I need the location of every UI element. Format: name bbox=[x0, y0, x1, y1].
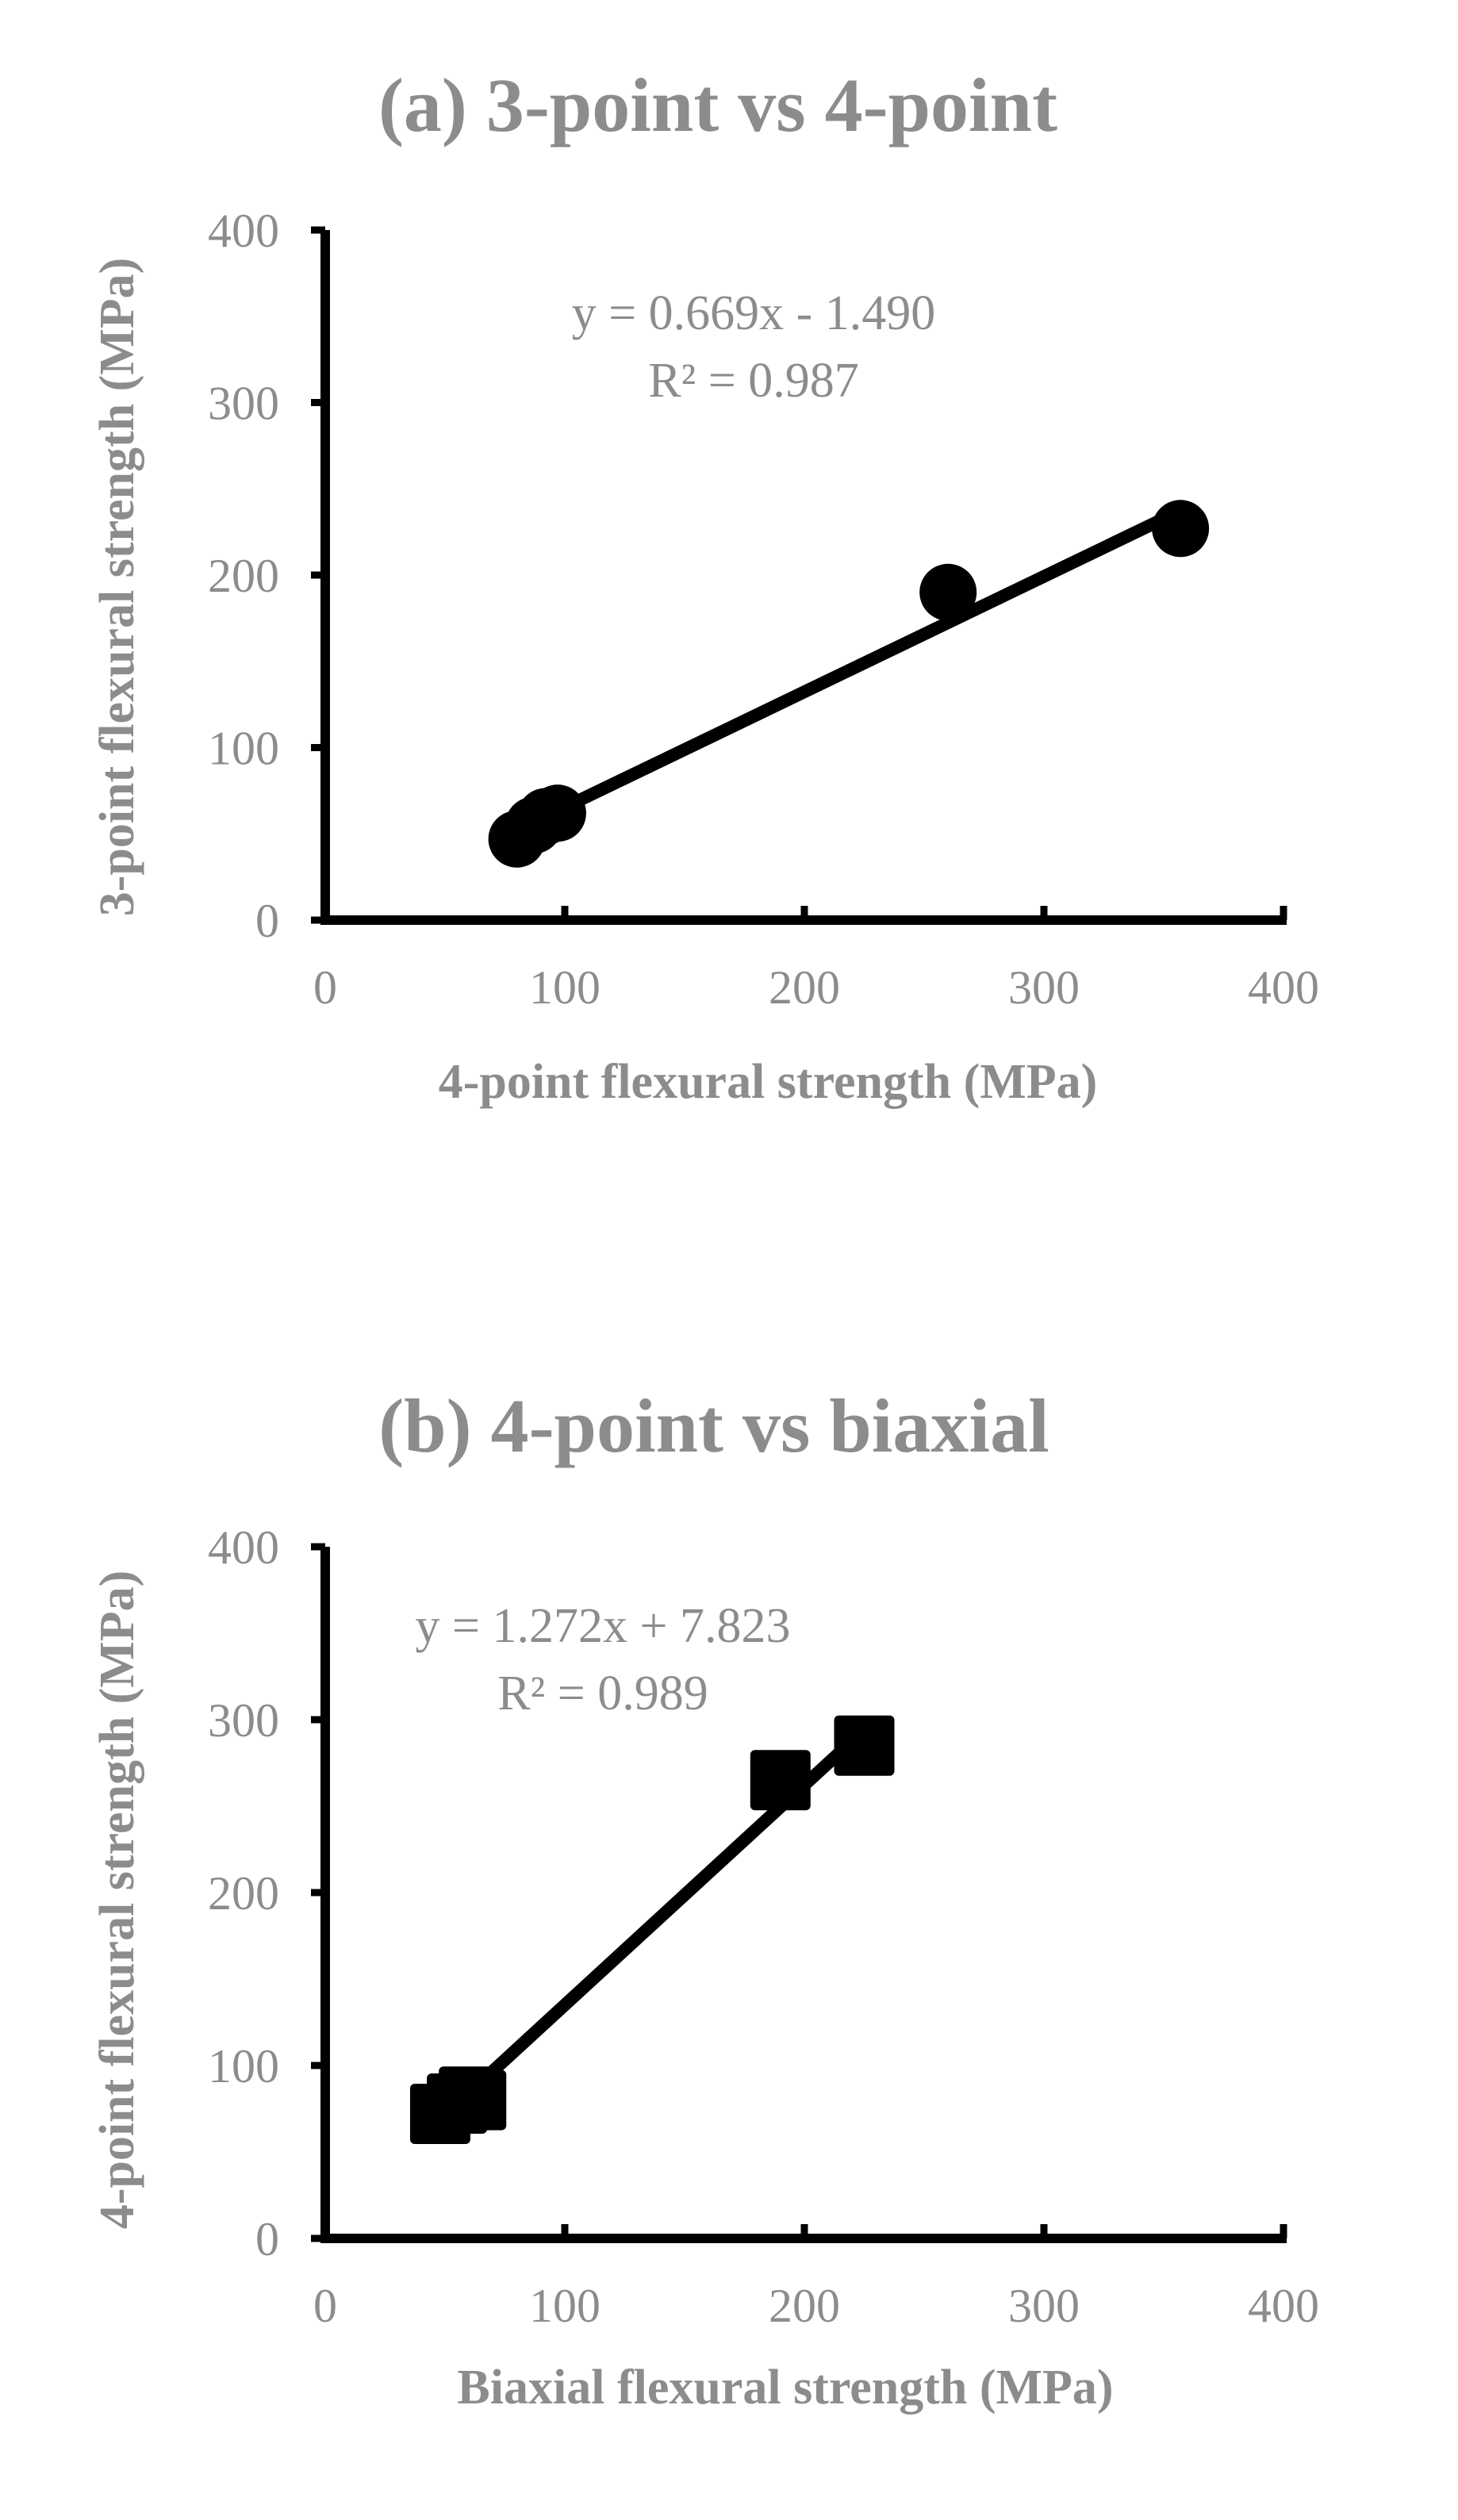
x-tick-label: 200 bbox=[769, 961, 840, 1014]
data-point bbox=[1152, 500, 1210, 558]
x-tick-label: 200 bbox=[769, 2280, 840, 2332]
y-tick-label: 400 bbox=[208, 205, 279, 257]
chart-title: (b) 4-point vs biaxial bbox=[378, 1383, 1049, 1468]
y-tick-label: 0 bbox=[255, 895, 279, 947]
chart-title: (a) 3-point vs 4-point bbox=[378, 63, 1057, 148]
chart-a: (a) 3-point vs 4-point 3-point flexural … bbox=[90, 63, 1319, 1109]
trendline-group bbox=[514, 504, 1184, 837]
y-tick-label: 200 bbox=[208, 550, 279, 602]
r-squared: R² = 0.989 bbox=[497, 1667, 708, 1720]
x-tick-label: 100 bbox=[529, 961, 600, 1014]
data-points bbox=[488, 500, 1210, 868]
x-tick-label: 300 bbox=[1008, 961, 1080, 1014]
y-tick-label: 100 bbox=[208, 723, 279, 775]
y-ticks: 0 100 200 300 400 bbox=[208, 205, 325, 947]
x-tick-label: 0 bbox=[313, 961, 337, 1014]
x-tick-label: 0 bbox=[313, 2280, 337, 2332]
y-tick-label: 200 bbox=[208, 1867, 279, 1920]
y-axis-label: 3-point flexural strength (MPa) bbox=[90, 258, 144, 917]
y-tick-label: 400 bbox=[208, 1521, 279, 1574]
y-ticks: 0 100 200 300 400 bbox=[208, 1521, 325, 2265]
x-axis-label: Biaxial flexural strength (MPa) bbox=[457, 2361, 1113, 2415]
y-axis-label: 4-point flexural strength (MPa) bbox=[90, 1571, 144, 2230]
x-ticks: 0 100 200 300 400 bbox=[313, 906, 1319, 1014]
y-tick-label: 300 bbox=[208, 378, 279, 430]
r-squared: R² = 0.987 bbox=[648, 354, 858, 408]
data-point bbox=[446, 2069, 507, 2131]
data-point bbox=[750, 1750, 811, 1811]
data-point bbox=[528, 784, 586, 842]
trendline bbox=[514, 504, 1184, 837]
y-tick-label: 300 bbox=[208, 1694, 279, 1747]
chart-b: (b) 4-point vs biaxial 4-point flexural … bbox=[90, 1383, 1319, 2415]
y-tick-label: 0 bbox=[255, 2213, 279, 2265]
x-tick-label: 400 bbox=[1248, 2280, 1319, 2332]
y-tick-label: 100 bbox=[208, 2040, 279, 2092]
data-point bbox=[919, 563, 977, 621]
x-tick-label: 300 bbox=[1008, 2280, 1080, 2332]
data-point bbox=[834, 1715, 895, 1776]
trendline-equation: y = 1.272x + 7.823 bbox=[416, 1599, 791, 1653]
data-points bbox=[409, 1715, 895, 2145]
x-axis-label: 4-point flexural strength (MPa) bbox=[439, 1055, 1098, 1109]
trendline-equation: y = 0.669x - 1.490 bbox=[572, 286, 936, 340]
x-ticks: 0 100 200 300 400 bbox=[313, 2224, 1319, 2332]
x-tick-label: 400 bbox=[1248, 961, 1319, 1014]
x-tick-label: 100 bbox=[529, 2280, 600, 2332]
